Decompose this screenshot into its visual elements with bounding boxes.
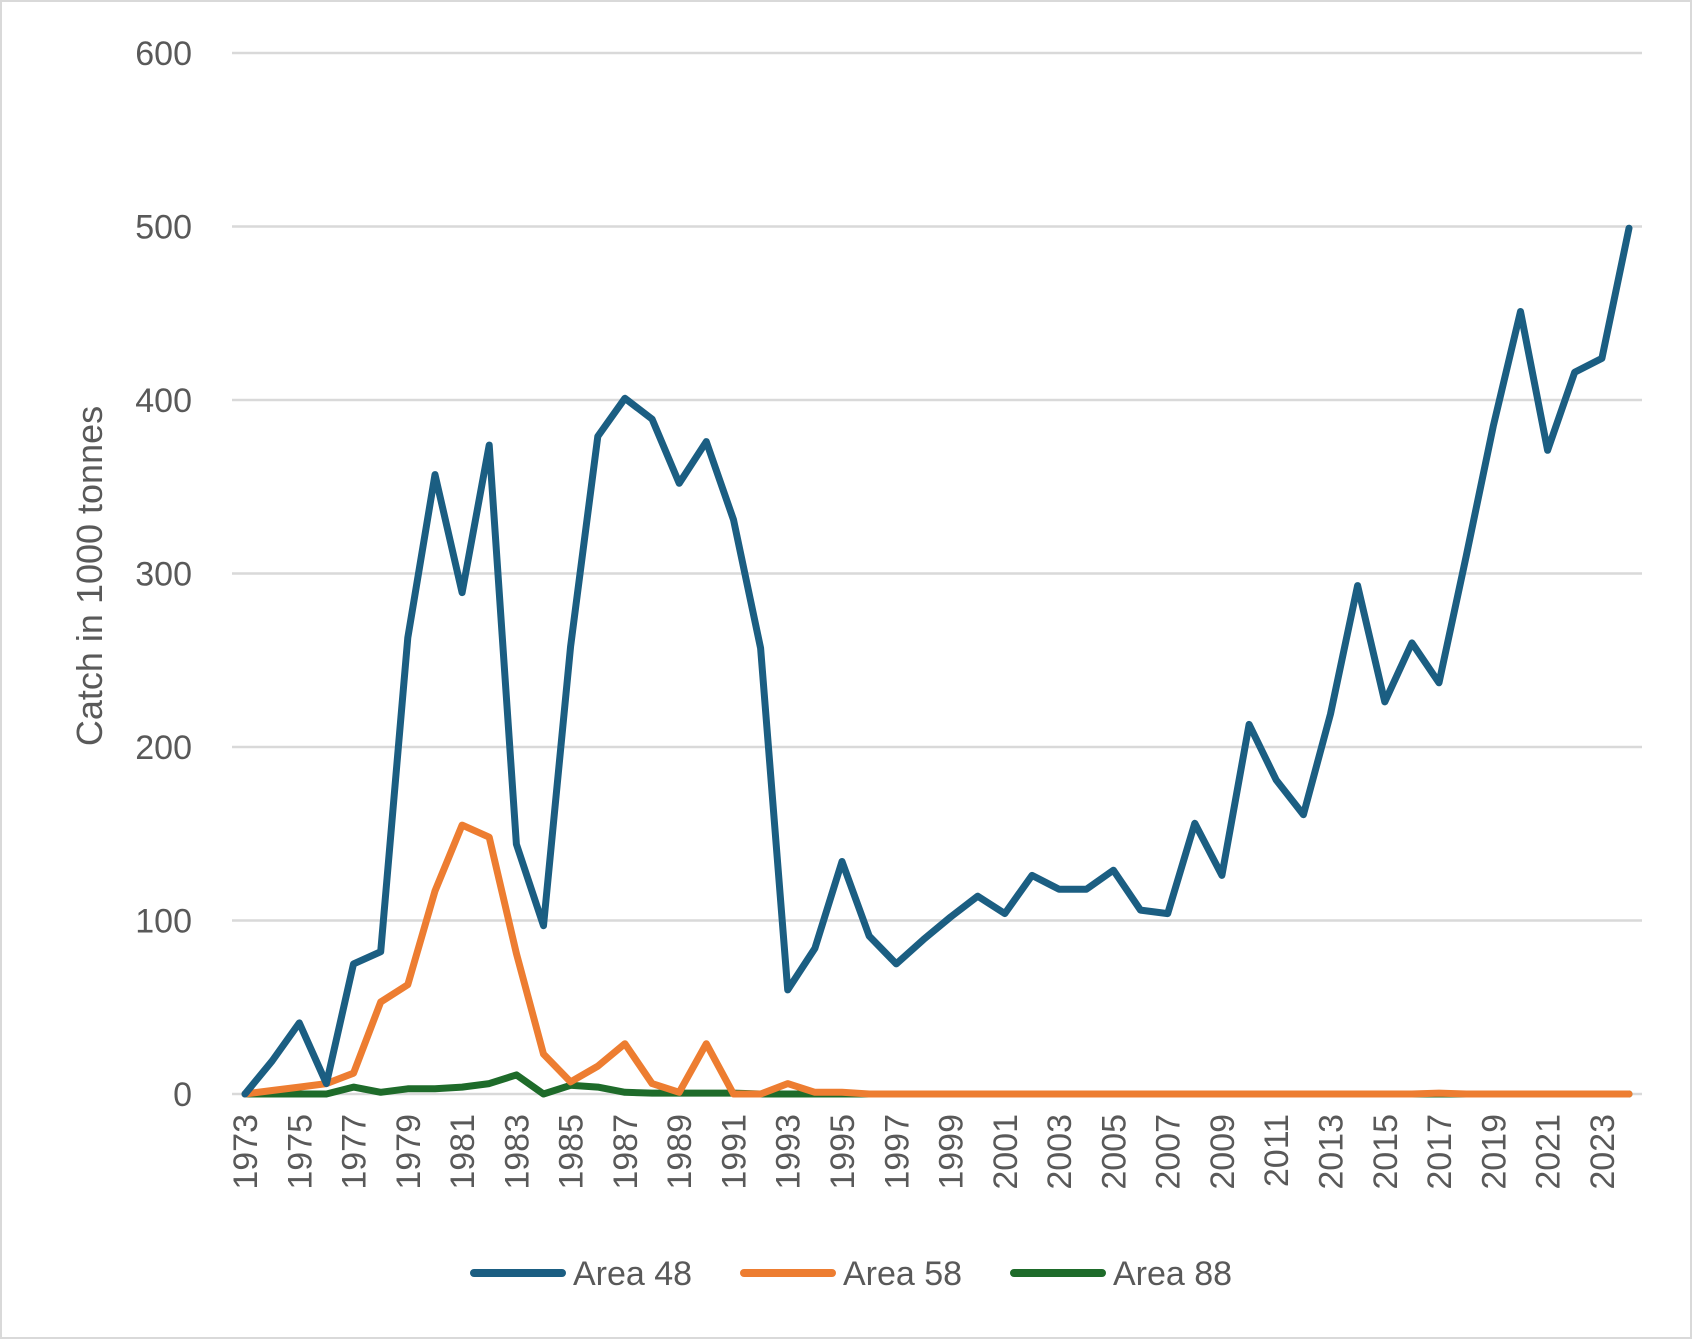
legend-label-area-48: Area 48 (573, 1255, 692, 1293)
x-tick-label-2019: 2019 (1475, 1114, 1513, 1190)
x-tick-label-2015: 2015 (1367, 1114, 1405, 1190)
y-tick-label-200: 200 (135, 729, 192, 767)
x-tick-label-1987: 1987 (607, 1114, 645, 1190)
x-tick-label-2013: 2013 (1312, 1114, 1350, 1190)
x-tick-label-1989: 1989 (661, 1114, 699, 1190)
x-tick-label-1991: 1991 (715, 1114, 753, 1190)
y-tick-label-600: 600 (135, 35, 192, 73)
x-tick-label-1985: 1985 (553, 1114, 591, 1190)
x-axis-tick-labels: 1973 1975 1977 1979 1981 1983 1985 1987 1989 1991… (227, 1114, 1622, 1190)
x-tick-label-1983: 1983 (498, 1114, 536, 1190)
x-tick-label-2005: 2005 (1095, 1114, 1133, 1190)
x-tick-label-1981: 1981 (444, 1114, 482, 1190)
x-tick-label-2009: 2009 (1204, 1114, 1242, 1190)
y-axis-title: Catch in 1000 tonnes (69, 406, 110, 746)
x-tick-label-2011: 2011 (1258, 1114, 1296, 1187)
y-tick-label-300: 300 (135, 556, 192, 594)
gridlines (232, 51, 1642, 1096)
x-tick-label-1977: 1977 (336, 1114, 374, 1190)
x-tick-label-1993: 1993 (770, 1114, 808, 1190)
series-line-area-58 (241, 821, 1633, 1098)
y-tick-label-0: 0 (173, 1076, 192, 1114)
x-tick-label-1995: 1995 (824, 1114, 862, 1190)
y-tick-label-400: 400 (135, 382, 192, 420)
y-tick-label-100: 100 (135, 903, 192, 941)
y-tick-label-500: 500 (135, 209, 192, 247)
x-tick-label-2023: 2023 (1584, 1114, 1622, 1190)
x-tick-label-1973: 1973 (227, 1114, 265, 1190)
x-tick-label-2021: 2021 (1530, 1114, 1568, 1190)
legend: Area 48 Area 58 Area 88 (470, 1255, 1232, 1293)
x-tick-label-1979: 1979 (390, 1114, 428, 1190)
x-tick-label-1997: 1997 (878, 1114, 916, 1190)
x-tick-label-1999: 1999 (933, 1114, 971, 1190)
legend-label-area-88: Area 88 (1113, 1255, 1232, 1293)
y-axis-tick-labels: 0 100 200 300 400 500 600 (135, 35, 192, 1114)
x-tick-label-2001: 2001 (987, 1114, 1025, 1190)
x-tick-label-2003: 2003 (1041, 1114, 1079, 1190)
legend-label-area-58: Area 58 (843, 1255, 962, 1293)
x-tick-label-2007: 2007 (1150, 1114, 1188, 1190)
series-line-area-48 (241, 224, 1633, 1098)
series-lines (241, 224, 1633, 1098)
x-tick-label-2017: 2017 (1421, 1114, 1459, 1190)
x-tick-label-1975: 1975 (281, 1114, 319, 1190)
